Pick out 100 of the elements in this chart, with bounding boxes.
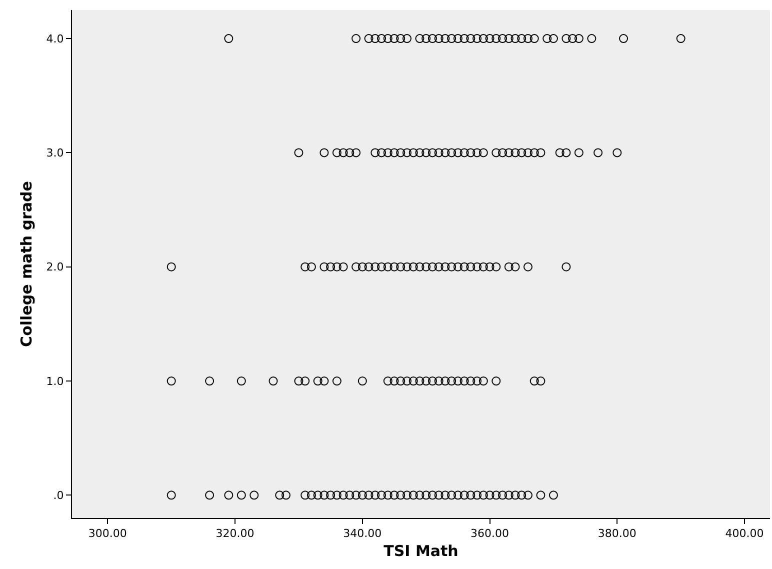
point	[530, 34, 539, 44]
point	[383, 262, 392, 272]
point	[402, 148, 412, 158]
point	[447, 262, 456, 272]
point	[422, 376, 431, 386]
point	[523, 262, 532, 272]
point	[612, 148, 622, 158]
point	[205, 376, 214, 386]
y-tick-label: .0	[53, 489, 64, 502]
point	[530, 376, 539, 386]
x-tick-label: 340.00	[343, 527, 382, 540]
point	[447, 148, 456, 158]
point	[332, 262, 342, 272]
point	[383, 376, 392, 386]
point	[383, 148, 392, 158]
point	[478, 376, 488, 386]
point	[510, 490, 520, 500]
point	[447, 490, 456, 500]
point	[402, 262, 412, 272]
point	[428, 262, 437, 272]
point	[498, 490, 508, 500]
point	[478, 262, 488, 272]
point	[408, 262, 418, 272]
point	[205, 490, 214, 500]
point	[434, 262, 444, 272]
point	[434, 148, 444, 158]
point	[460, 262, 469, 272]
point	[377, 490, 386, 500]
point	[478, 490, 488, 500]
point	[523, 34, 532, 44]
point	[236, 376, 246, 386]
point	[485, 34, 494, 44]
point	[396, 376, 406, 386]
x-tick-label: 320.00	[216, 527, 254, 540]
x-tick-label: 400.00	[725, 527, 764, 540]
point	[453, 490, 462, 500]
point	[396, 490, 406, 500]
point	[504, 148, 514, 158]
point	[492, 34, 501, 44]
point	[517, 490, 526, 500]
point	[320, 148, 329, 158]
point	[326, 490, 336, 500]
point	[294, 376, 304, 386]
point	[422, 148, 431, 158]
point	[236, 490, 246, 500]
point	[402, 490, 412, 500]
y-tick-label: 3.0	[46, 146, 64, 160]
point	[428, 148, 437, 158]
point	[166, 490, 176, 500]
point	[466, 490, 476, 500]
point	[530, 148, 539, 158]
y-tick-label: 1.0	[46, 374, 64, 388]
point	[370, 490, 380, 500]
point	[415, 34, 424, 44]
x-axis-title: TSI Math	[384, 542, 458, 560]
point	[275, 490, 284, 500]
point	[396, 34, 406, 44]
point	[364, 490, 374, 500]
point	[300, 490, 310, 500]
point	[478, 148, 488, 158]
point	[472, 376, 482, 386]
point	[562, 148, 571, 158]
point	[536, 148, 546, 158]
point	[390, 376, 399, 386]
point	[408, 376, 418, 386]
point	[587, 34, 596, 44]
point	[408, 490, 418, 500]
point	[377, 148, 386, 158]
point	[440, 148, 450, 158]
point	[676, 34, 686, 44]
point	[224, 34, 234, 44]
point	[415, 490, 424, 500]
point	[453, 376, 462, 386]
point	[390, 490, 399, 500]
point	[338, 490, 348, 500]
point	[383, 490, 392, 500]
point	[434, 34, 444, 44]
point	[517, 34, 526, 44]
point	[345, 490, 354, 500]
point	[498, 148, 508, 158]
point	[492, 148, 501, 158]
point	[555, 148, 564, 158]
point	[447, 376, 456, 386]
point	[352, 148, 361, 158]
point	[396, 148, 406, 158]
x-tick-label: 380.00	[598, 527, 636, 540]
point	[390, 148, 399, 158]
point	[440, 262, 450, 272]
point	[574, 148, 584, 158]
point	[562, 262, 571, 272]
point	[370, 34, 380, 44]
point	[422, 262, 431, 272]
point	[352, 262, 361, 272]
point	[504, 262, 514, 272]
point	[498, 34, 508, 44]
point	[332, 376, 342, 386]
point	[300, 262, 310, 272]
point	[281, 490, 290, 500]
y-tick-label: 2.0	[46, 260, 64, 274]
point	[364, 262, 374, 272]
